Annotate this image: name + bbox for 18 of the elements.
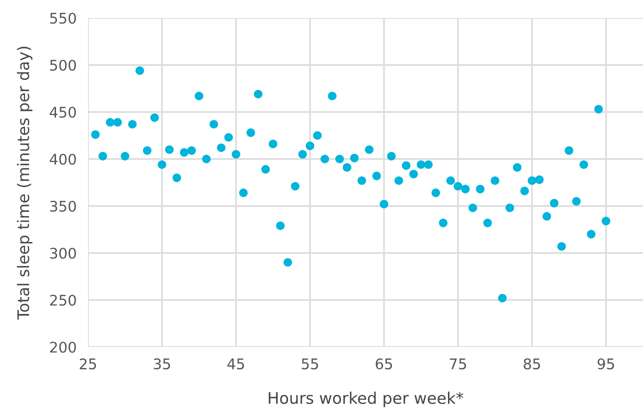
y-tick-label: 250: [50, 294, 76, 306]
x-tick-label: 75: [450, 358, 466, 370]
x-tick-label: 25: [80, 358, 96, 370]
y-tick-label: 300: [50, 248, 76, 259]
x-tick-label: 85: [524, 358, 540, 370]
y-tick-label: 550: [50, 12, 76, 24]
x-tick-label: 45: [227, 358, 244, 370]
x-tick-label: 95: [598, 358, 614, 370]
y-tick-label: 450: [50, 106, 76, 118]
y-tick-label: 500: [50, 60, 76, 71]
y-tick-label: 350: [50, 200, 76, 212]
y-tick-label: 400: [50, 154, 76, 165]
y-tick-label: 200: [50, 342, 76, 353]
x-tick-label: 35: [154, 358, 170, 370]
x-tick-label: 65: [376, 358, 392, 370]
y-axis-title: Total sleep time (minutes per day): [16, 46, 32, 320]
x-axis-title: Hours worked per week*: [268, 392, 464, 408]
x-tick-label: 55: [302, 358, 318, 370]
